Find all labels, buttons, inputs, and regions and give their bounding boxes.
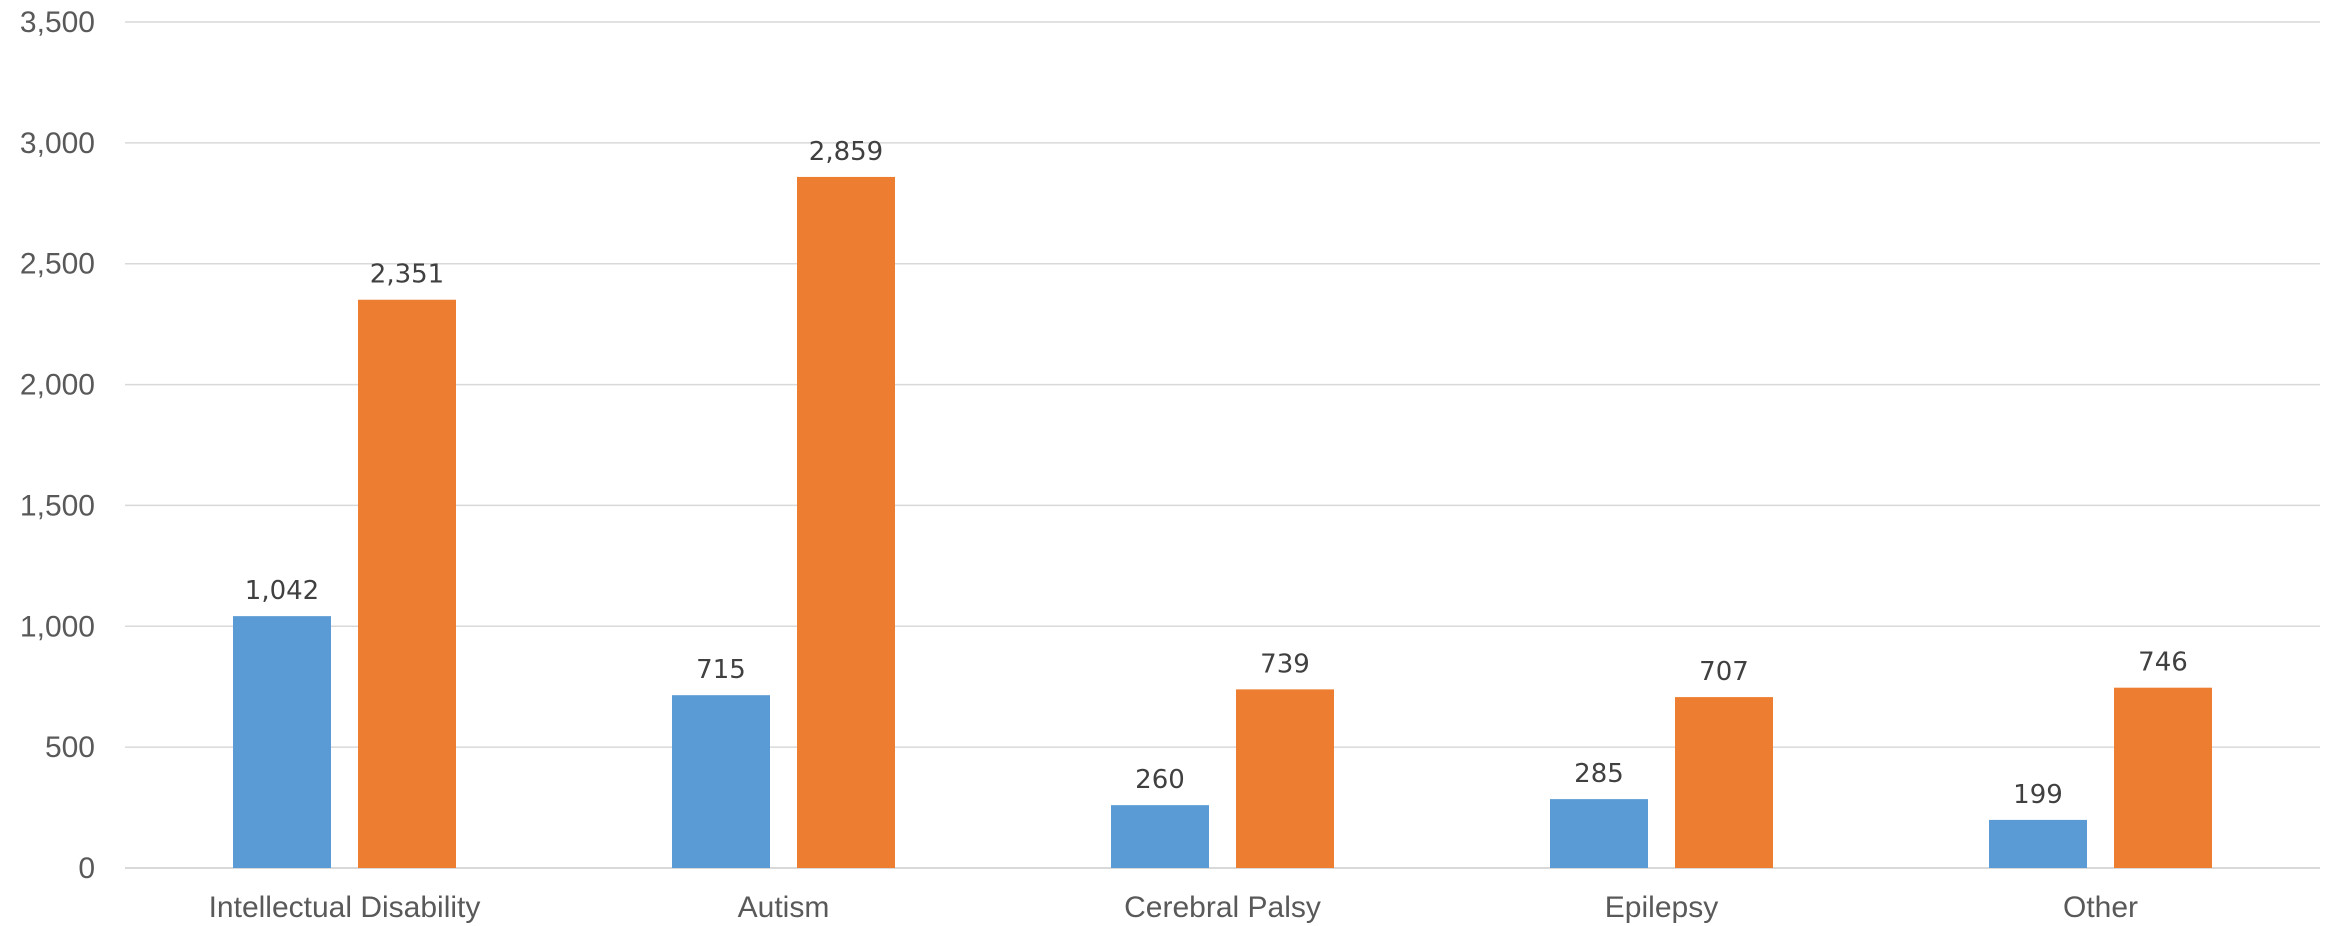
data-label: 746 [2138,648,2188,678]
category-label: Cerebral Palsy [1124,891,1321,924]
y-tick-label: 3,000 [20,127,95,160]
y-tick-label: 0 [78,852,95,885]
bars [233,176,2212,869]
data-labels: 1,042 2,351 715 2,859 260 739 285 707 199 746 [245,137,2188,810]
y-tick-label: 3,500 [20,6,95,39]
bar-2-epilepsy [1675,697,1773,868]
x-axis-category-labels: Intellectual Disability Autism Cerebral Pa… [209,891,2138,924]
data-label: 715 [696,655,746,685]
bar-1-epilepsy [1550,799,1648,868]
data-label: 199 [2013,780,2063,810]
bar-1-intellectual-disability [233,616,331,868]
y-tick-label: 2,500 [20,248,95,281]
bar-1-other [1989,819,2087,868]
bar-2-autism [797,176,895,869]
category-label: Other [2063,891,2138,924]
category-label: Intellectual Disability [209,891,481,924]
y-tick-label: 1,500 [20,489,95,522]
data-label: 707 [1699,657,1749,687]
data-label: 1,042 [245,576,319,606]
data-label: 2,859 [809,137,883,167]
bar-1-autism [672,695,770,868]
y-tick-label: 2,000 [20,369,95,402]
bar-2-cerebral-palsy [1236,689,1334,868]
category-label: Epilepsy [1605,891,1718,924]
category-label: Autism [738,891,830,924]
gridlines [125,21,2320,869]
bar-2-other [2114,687,2212,868]
y-tick-label: 500 [45,731,95,764]
data-label: 2,351 [370,260,444,290]
data-label: 285 [1574,759,1624,789]
bar-1-cerebral-palsy [1111,805,1209,868]
y-axis-tick-labels: 0 500 1,000 1,500 2,000 2,500 3,000 3,500 [20,6,95,885]
bar-2-intellectual-disability [358,299,456,868]
data-label: 739 [1260,649,1310,679]
data-label: 260 [1135,765,1185,795]
y-tick-label: 1,000 [20,610,95,643]
